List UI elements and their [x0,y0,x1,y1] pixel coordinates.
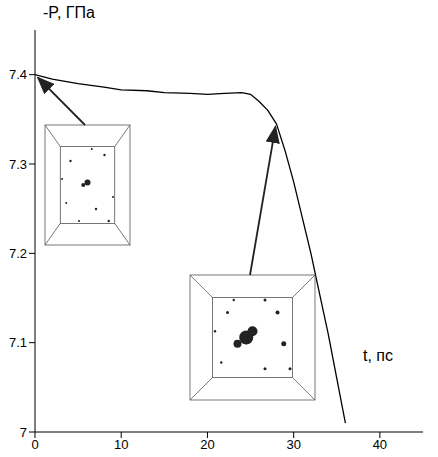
svg-text:0: 0 [31,437,38,452]
svg-text:20: 20 [200,437,214,452]
svg-text:-P, ГПа: -P, ГПа [43,4,95,21]
svg-text:7.2: 7.2 [9,246,27,261]
svg-text:7.4: 7.4 [9,67,27,82]
svg-text:30: 30 [286,437,300,452]
svg-text:7.1: 7.1 [9,335,27,350]
svg-text:40: 40 [373,437,387,452]
svg-text:7: 7 [20,425,27,440]
svg-text:10: 10 [114,437,128,452]
svg-text:7.3: 7.3 [9,157,27,172]
svg-text:t, пс: t, пс [363,347,393,364]
